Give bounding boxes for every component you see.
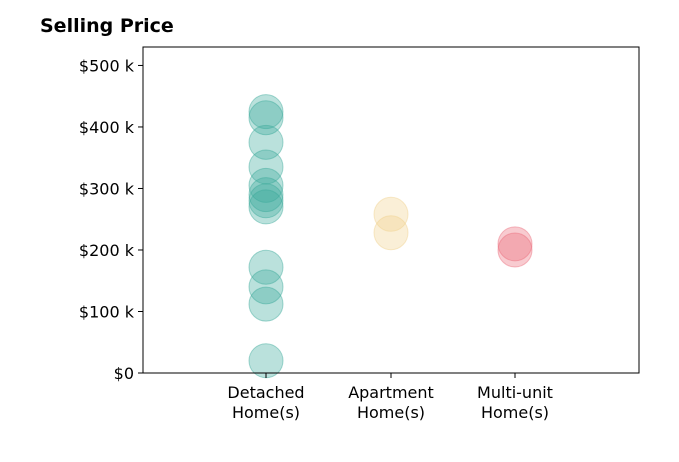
- x-tick-label: Detached Home(s): [227, 383, 304, 422]
- y-tick-label: $100 k: [79, 302, 135, 321]
- data-point: [373, 196, 409, 232]
- chart-title: Selling Price: [40, 15, 174, 37]
- data-point: [497, 232, 533, 268]
- x-tick-label: Multi-unit Home(s): [477, 383, 553, 422]
- y-tick-label: $200 k: [79, 241, 135, 260]
- y-tick-label: $300 k: [79, 179, 135, 198]
- data-point: [248, 100, 284, 136]
- data-point: [497, 226, 533, 262]
- x-tick-label: Apartment Home(s): [348, 383, 434, 422]
- data-point: [248, 269, 284, 305]
- points-layer: [248, 94, 533, 379]
- data-point: [248, 249, 284, 285]
- data-point: [248, 149, 284, 185]
- data-point: [373, 215, 409, 251]
- data-point: [248, 177, 284, 213]
- data-point: [248, 183, 284, 219]
- data-point: [248, 167, 284, 203]
- data-point: [248, 94, 284, 130]
- y-axis: $0 $100 k $200 k $300 k $400 k $500 k: [79, 56, 143, 383]
- data-point: [248, 124, 284, 160]
- data-point: [248, 189, 284, 225]
- y-tick-label: $0: [114, 364, 134, 383]
- y-tick-label: $500 k: [79, 56, 135, 75]
- y-tick-label: $400 k: [79, 118, 135, 137]
- data-point: [248, 286, 284, 322]
- x-axis: Detached Home(s) Apartment Home(s) Multi-uni…: [227, 373, 553, 422]
